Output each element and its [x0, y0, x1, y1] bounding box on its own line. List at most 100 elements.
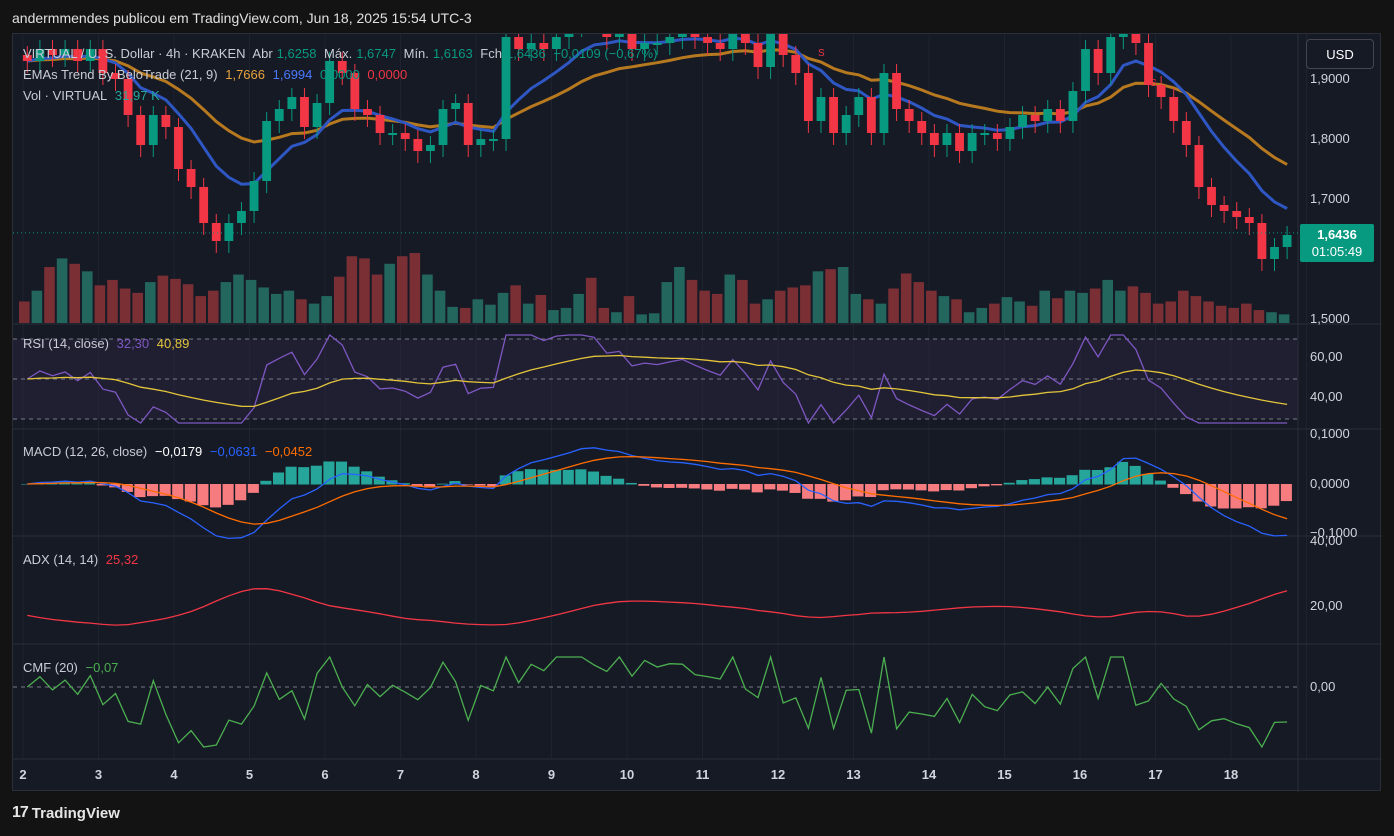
- candle-body: [778, 34, 788, 55]
- cmf-label[interactable]: CMF (20): [23, 660, 78, 675]
- volume-bar: [270, 293, 282, 323]
- adx-legend: ADX (14, 14) 25,32: [23, 552, 142, 567]
- volume-bar: [182, 284, 194, 323]
- candle-body: [690, 34, 700, 37]
- volume-bar: [308, 303, 320, 323]
- candle-body: [426, 145, 435, 151]
- macd-histogram-bar: [827, 484, 839, 502]
- macd-hist-value: −0,0179: [154, 444, 203, 459]
- macd-histogram-bar: [865, 484, 877, 497]
- candle-body: [199, 187, 209, 223]
- macd-histogram-bar: [197, 484, 209, 506]
- candle-body: [400, 133, 410, 139]
- ema-value-4: 0,0000: [367, 67, 408, 82]
- volume-bar: [1026, 305, 1038, 323]
- macd-line: [27, 447, 1288, 540]
- macd-histogram-bar: [21, 484, 33, 485]
- symbol-label[interactable]: VIRTUAL / U. S. Dollar · 4h · KRAKEN: [23, 46, 246, 61]
- adx-label[interactable]: ADX (14, 14): [23, 552, 99, 567]
- time-axis-label: 10: [620, 767, 634, 782]
- candle-body: [463, 103, 473, 145]
- volume-bar: [195, 296, 206, 323]
- macd-histogram-bar: [575, 469, 587, 485]
- macd-histogram-bar: [1016, 480, 1028, 485]
- volume-bar: [938, 296, 950, 323]
- vol-label[interactable]: Vol · VIRTUAL: [23, 88, 108, 103]
- volume-bar: [699, 290, 710, 323]
- macd-histogram-bar: [839, 484, 851, 501]
- candle-body: [186, 169, 196, 187]
- volume-bar: [144, 282, 156, 323]
- macd-histogram-bar: [96, 484, 108, 486]
- macd-histogram-bar: [461, 484, 474, 485]
- macd-histogram-bar: [1079, 469, 1091, 485]
- macd-histogram-bar: [71, 483, 83, 485]
- last-price: 1,6436: [1317, 227, 1357, 242]
- chart-canvas[interactable]: SS 1,90001,80001,70001,500060,0040,000,10…: [13, 34, 1382, 792]
- volume-bar: [333, 276, 345, 323]
- candle-body: [337, 61, 347, 73]
- chart-frame[interactable]: S S 1,9000 1,8000 1,7000 1,5000 60,00 40,00 0,10…: [12, 33, 1382, 792]
- time-axis-label: 5: [246, 767, 253, 782]
- macd-histogram-bar: [953, 484, 965, 491]
- macd-histogram-bar: [398, 483, 411, 485]
- candle-body: [85, 49, 95, 61]
- macd-histogram-bar: [1268, 484, 1280, 506]
- macd-histogram-bar: [537, 469, 549, 485]
- volume-bar: [245, 279, 257, 323]
- macd-histogram-bar: [499, 475, 511, 485]
- candle-body: [1106, 37, 1116, 73]
- candle-body: [451, 103, 461, 109]
- macd-histogram-bar: [587, 471, 600, 485]
- currency-button[interactable]: USD: [1306, 39, 1374, 69]
- volume-bar: [724, 274, 736, 323]
- volume-bar: [69, 263, 80, 323]
- candle-body: [917, 121, 927, 133]
- time-axis-label: 17: [1148, 767, 1162, 782]
- candle-body: [715, 43, 725, 49]
- time-axis-label: 18: [1224, 767, 1238, 782]
- candle-body: [753, 43, 763, 67]
- volume-bar: [951, 299, 962, 323]
- macd-histogram-bar: [890, 484, 902, 490]
- candle-body: [1232, 211, 1242, 217]
- macd-label[interactable]: MACD (12, 26, close): [23, 444, 148, 459]
- rsi-ma-value: 40,89: [156, 336, 190, 351]
- volume-bar: [1001, 297, 1013, 323]
- cmf-value: −0,07: [85, 660, 119, 675]
- volume-bar: [396, 256, 408, 323]
- volume-bar: [1278, 314, 1290, 323]
- macd-histogram-bar: [1066, 475, 1078, 485]
- candle-body: [48, 49, 57, 55]
- time-axis-label: 14: [922, 767, 937, 782]
- candle-body: [325, 61, 335, 103]
- candle-body: [1270, 247, 1279, 259]
- candle-body: [892, 73, 901, 109]
- ema-label[interactable]: EMAs Trend By BeloTrade (21, 9): [23, 67, 218, 82]
- macd-legend: MACD (12, 26, close) −0,0179 −0,0631 −0,…: [23, 444, 316, 459]
- macd-histogram-bar: [1041, 477, 1053, 485]
- macd-histogram-bar: [1280, 484, 1292, 502]
- candle-body: [211, 223, 221, 241]
- candle-body: [552, 37, 561, 49]
- brand-label: TradingView: [31, 804, 120, 822]
- rsi-axis-label: 40,00: [1310, 389, 1343, 404]
- macd-histogram-bar: [562, 469, 574, 485]
- rsi-label[interactable]: RSI (14, close): [23, 336, 109, 351]
- time-axis-label: 4: [170, 767, 178, 782]
- candle-body: [904, 109, 914, 121]
- tradingview-footer[interactable]: 17 TradingView: [12, 804, 120, 822]
- candle-body: [816, 97, 826, 121]
- candle-body: [438, 109, 448, 145]
- volume-bar: [623, 296, 635, 323]
- candle-body: [136, 115, 146, 145]
- macd-histogram-bar: [915, 484, 927, 491]
- candle-body: [73, 49, 83, 61]
- candle-body: [829, 97, 838, 133]
- candle-body: [1018, 115, 1027, 127]
- volume-bar: [207, 290, 219, 323]
- candle-body: [866, 97, 876, 133]
- price-axis-label: 1,5000: [1310, 311, 1350, 326]
- candle-body: [564, 34, 574, 37]
- macd-histogram-bar: [335, 461, 348, 485]
